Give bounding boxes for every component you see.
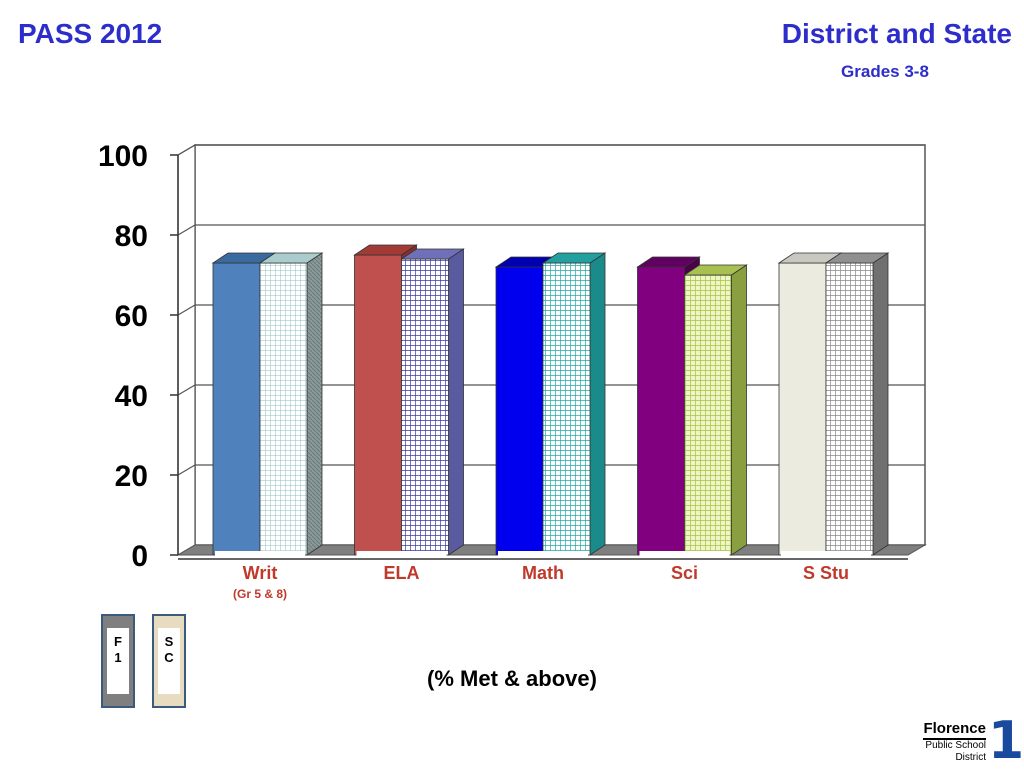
gridline <box>177 144 925 156</box>
chart-footnote: (% Met & above) <box>427 666 597 691</box>
x-tick-label: ELA <box>384 563 420 583</box>
bar-s-stu-sc <box>824 252 890 556</box>
bar-ela-sc <box>400 248 465 556</box>
x-tick-label: Sci <box>671 563 698 583</box>
logo-numeral: 1 <box>988 711 1024 771</box>
x-tick-label: Math <box>522 563 564 583</box>
y-tick-label: 60 <box>115 300 148 333</box>
legend-label-f1-line2: 1 <box>114 650 122 665</box>
logo-name: Florence <box>923 720 986 740</box>
y-tick-label: 20 <box>115 460 148 493</box>
gridline <box>177 224 925 236</box>
bar-sci-sc <box>683 264 748 556</box>
logo-line1: Public School <box>925 740 986 751</box>
district-logo: Florence Public School District 1 <box>910 715 1024 767</box>
legend-label-sc-line1: S <box>164 634 174 649</box>
legend-item-sc: S C <box>152 614 186 708</box>
y-tick-label: 80 <box>115 220 148 253</box>
category-base <box>215 551 305 561</box>
x-tick-sublabel: (Gr 5 & 8) <box>233 587 287 601</box>
legend-label-sc-line2: C <box>164 650 174 665</box>
x-tick-label: S Stu <box>803 563 849 583</box>
logo-line2: District <box>955 752 986 763</box>
bar-writ-sc <box>258 252 324 556</box>
y-tick-label: 100 <box>98 140 148 173</box>
category-base <box>498 551 588 561</box>
legend-item-f1: F 1 <box>101 614 135 708</box>
y-tick-label: 40 <box>115 380 148 413</box>
x-tick-label: Writ <box>243 563 278 583</box>
page-subtitle: Grades 3-8 <box>841 62 929 81</box>
category-base <box>781 551 871 561</box>
category-base <box>356 551 447 561</box>
bar-chart: 0 20 40 60 80 100 Writ (Gr 5 & 8) ELA Math Sci S St… <box>98 140 927 601</box>
page-title-right: District and State <box>781 18 1012 49</box>
category-base <box>639 551 730 561</box>
y-tick-label: 0 <box>131 540 148 573</box>
bar-math-sc <box>541 252 607 556</box>
legend-label-f1-line1: F <box>114 634 122 649</box>
chart-side-wall <box>177 143 196 557</box>
page-title-left: PASS 2012 <box>18 18 163 49</box>
